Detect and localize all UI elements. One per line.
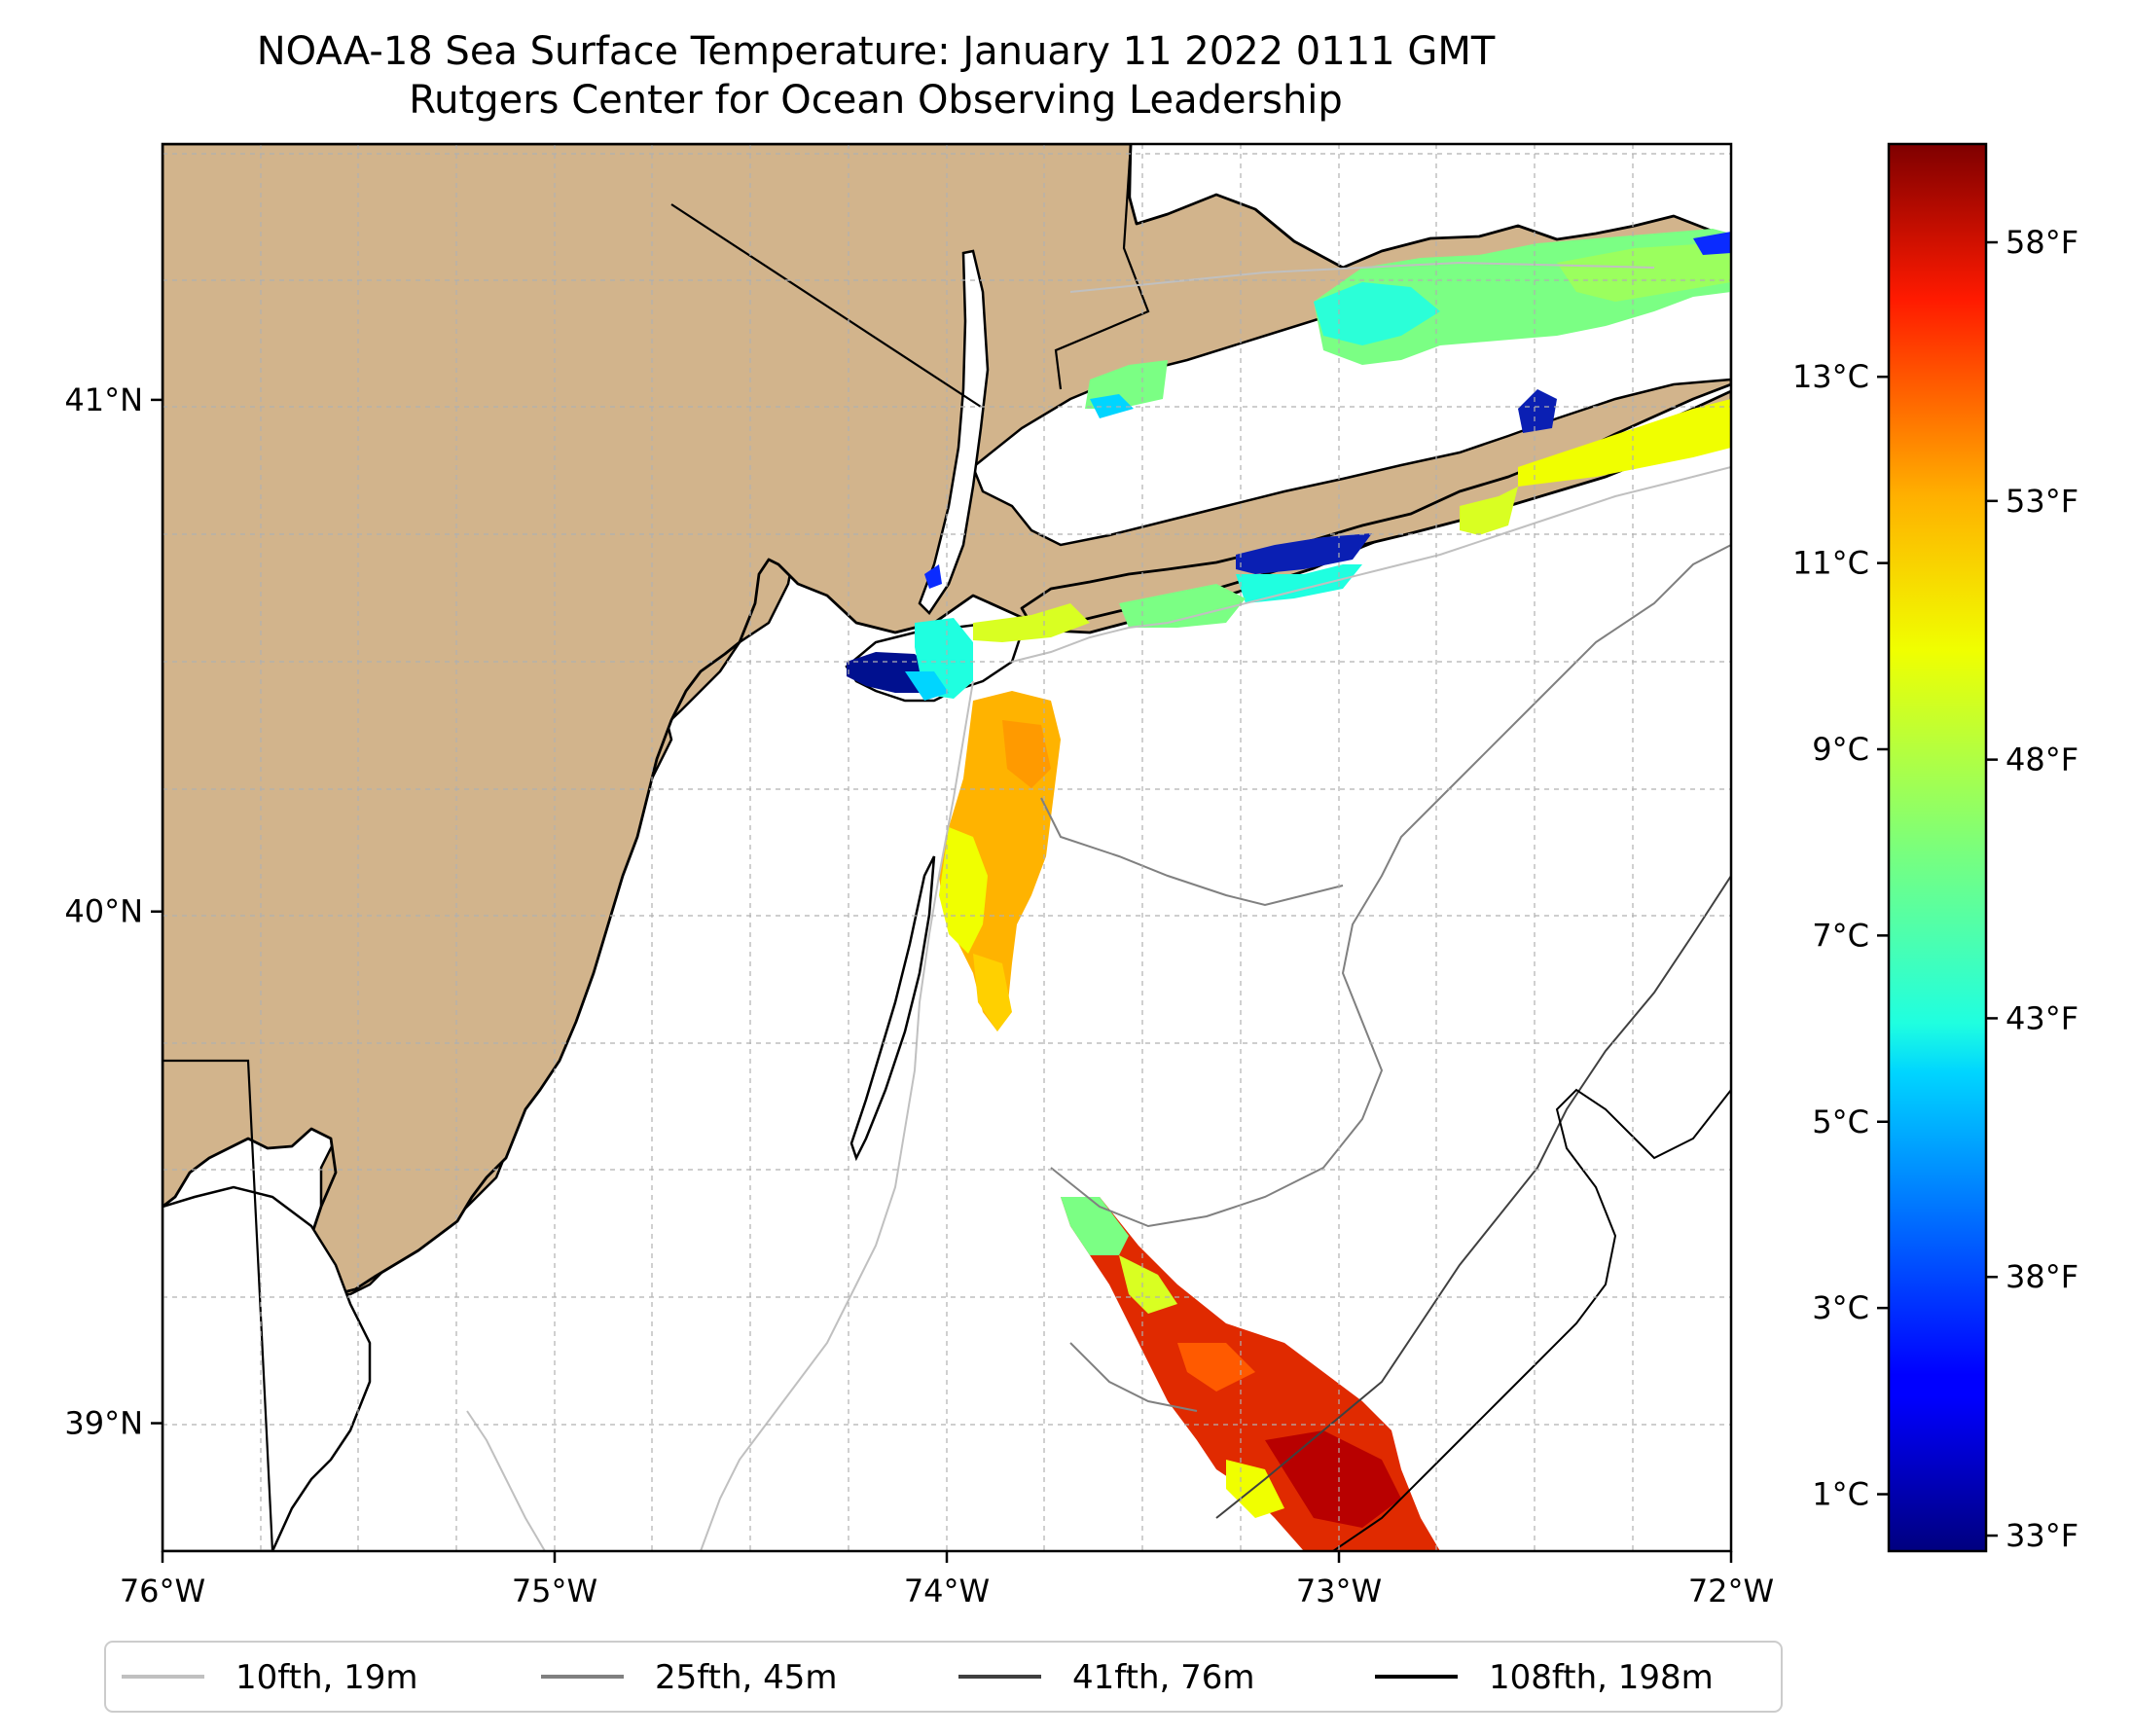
- celsius-tick-label: 13°C: [1792, 358, 1869, 395]
- y-axis: 41°N 40°N 39°N: [64, 381, 163, 1442]
- y-tick-label: 40°N: [64, 893, 143, 930]
- celsius-tick-label: 5°C: [1812, 1103, 1869, 1140]
- colorbar-fahrenheit-axis: 33°F 38°F 43°F 48°F 53°F 58°F: [1986, 224, 2078, 1554]
- celsius-tick-label: 3°C: [1812, 1289, 1869, 1326]
- fahrenheit-tick-label: 58°F: [2006, 224, 2078, 261]
- isobath-25fth: [1040, 544, 1731, 1412]
- legend: 10fth, 19m 25fth, 45m 41fth, 76m 108fth, 19…: [122, 1658, 1714, 1697]
- isobath-108fth: [1332, 1088, 1731, 1551]
- gridlines: [163, 144, 1731, 1551]
- celsius-tick-label: 1°C: [1812, 1476, 1869, 1513]
- map-title: NOAA-18 Sea Surface Temperature: January…: [256, 29, 1496, 74]
- isobath-10fth: [466, 261, 1731, 1551]
- fahrenheit-tick-label: 43°F: [2006, 999, 2078, 1036]
- legend-box: [104, 1641, 1783, 1713]
- border-pa-de: [163, 1059, 274, 1551]
- isobath-41fth: [1215, 875, 1731, 1519]
- barnegat-bay: [849, 855, 936, 1162]
- y-tick-label: 39°N: [64, 1405, 143, 1442]
- border-ny-ct: [1054, 144, 1150, 390]
- celsius-tick-label: 9°C: [1812, 731, 1869, 768]
- delaware-bay: [163, 1185, 372, 1551]
- sst-nj-nearshore: [939, 691, 1061, 1031]
- legend-label: 41fth, 76m: [1072, 1658, 1255, 1697]
- legend-label: 10fth, 19m: [235, 1658, 418, 1697]
- colorbar-celsius-axis: 1°C 3°C 5°C 7°C 9°C 11°C 13°C: [1792, 358, 1889, 1513]
- sst-offshore-swath: [1061, 1197, 1440, 1551]
- fahrenheit-tick-label: 38°F: [2006, 1258, 2078, 1295]
- x-tick-label: 73°W: [1296, 1573, 1382, 1609]
- celsius-tick-label: 7°C: [1812, 917, 1869, 954]
- x-tick-label: 74°W: [904, 1573, 990, 1609]
- fahrenheit-tick-label: 53°F: [2006, 483, 2078, 520]
- border-ny-nj: [670, 203, 982, 408]
- x-axis: 76°W 75°W 74°W 73°W 72°W: [120, 1551, 1774, 1609]
- fahrenheit-tick-label: 48°F: [2006, 741, 2078, 778]
- x-tick-label: 72°W: [1688, 1573, 1774, 1609]
- legend-label: 108fth, 198m: [1489, 1658, 1714, 1697]
- map-subtitle: Rutgers Center for Ocean Observing Leade…: [409, 78, 1343, 123]
- y-tick-label: 41°N: [64, 381, 143, 418]
- legend-label: 25fth, 45m: [655, 1658, 838, 1697]
- x-tick-label: 75°W: [512, 1573, 597, 1609]
- sst-south-shore: [973, 533, 1372, 642]
- sst-long-island-sound: [1085, 229, 1731, 535]
- fahrenheit-tick-label: 33°F: [2006, 1517, 2078, 1554]
- colorbar: [1887, 142, 1988, 1553]
- celsius-tick-label: 11°C: [1792, 545, 1869, 582]
- hudson-river: [918, 249, 990, 615]
- map-area: [163, 144, 1731, 1551]
- x-tick-label: 76°W: [120, 1573, 205, 1609]
